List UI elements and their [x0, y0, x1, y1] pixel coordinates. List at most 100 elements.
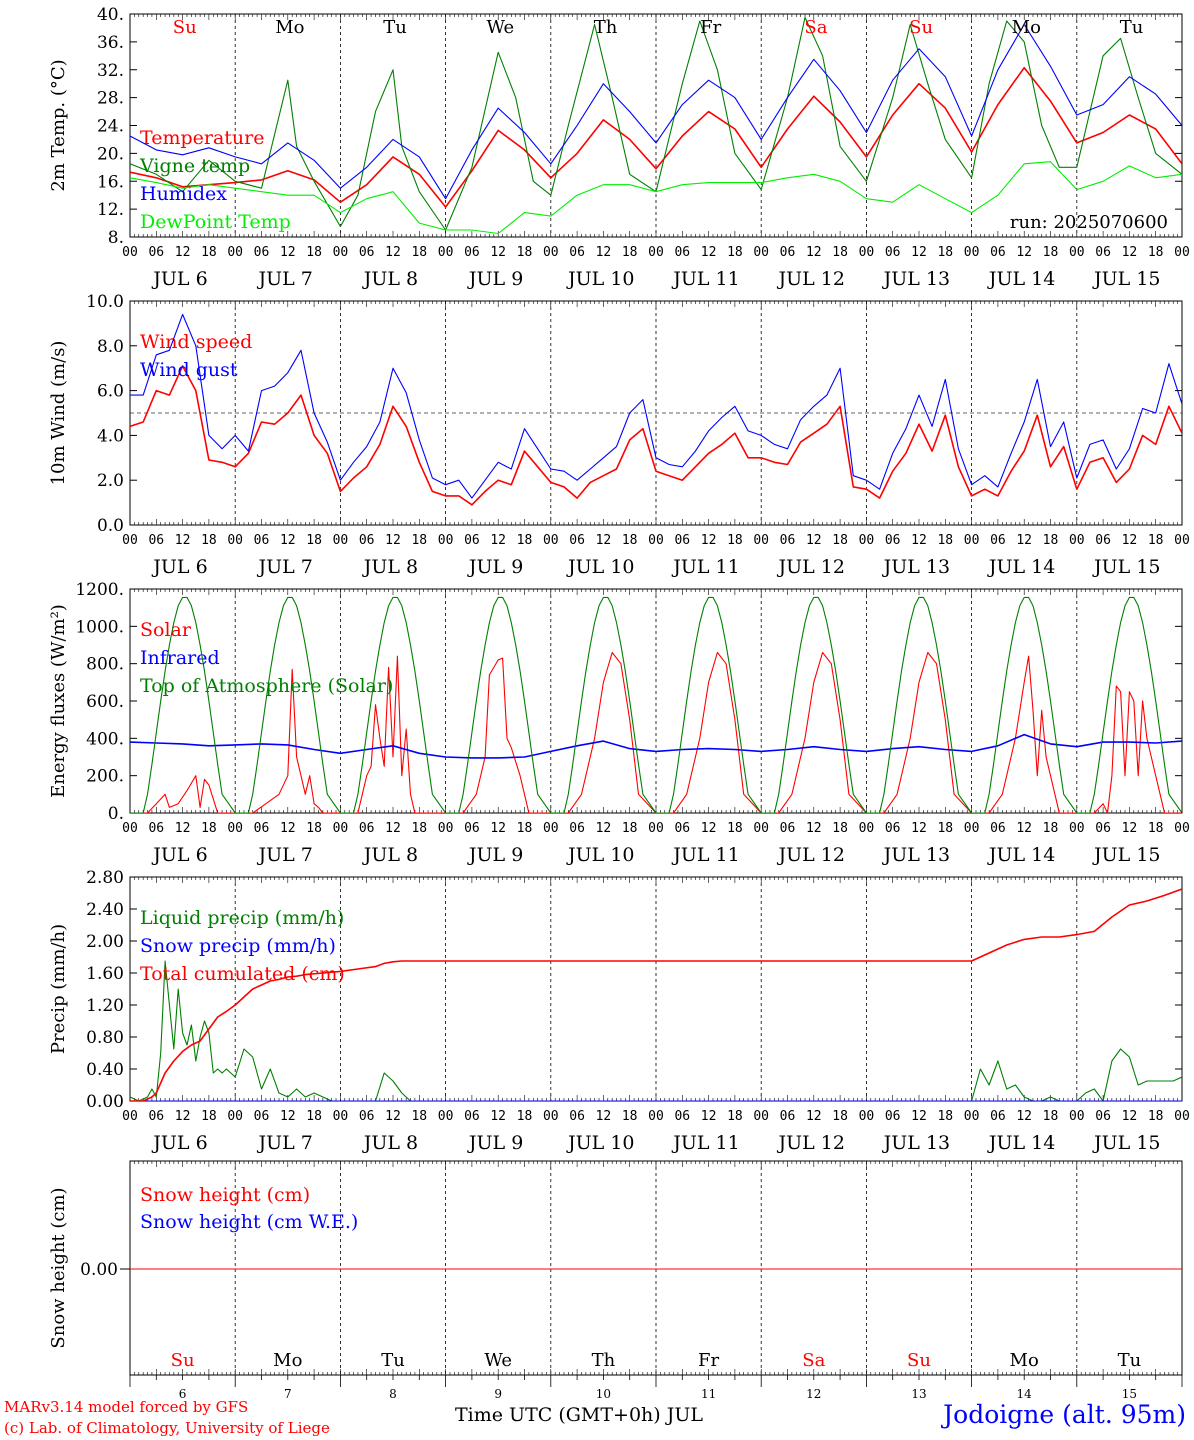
hour-tick-label: 12 [1016, 533, 1032, 548]
hour-tick-label: 06 [780, 821, 796, 836]
date-label: JUL 6 [151, 556, 207, 578]
weekday-label-top: Fr [700, 17, 721, 38]
hour-tick-label: 18 [201, 533, 217, 548]
hour-tick-label: 06 [254, 821, 270, 836]
ytick-label: 16. [97, 172, 124, 192]
hour-tick-label: 12 [701, 1109, 717, 1124]
hour-tick-label: 18 [937, 245, 953, 260]
hour-tick-label: 12 [385, 245, 401, 260]
model-credit: MARv3.14 model forced by GFS [4, 1398, 249, 1416]
hour-tick-label: 00 [227, 1109, 243, 1124]
hour-tick-label: 12 [280, 821, 296, 836]
hour-tick-label: 12 [385, 1109, 401, 1124]
ytick-label: 6.0 [97, 382, 124, 402]
day-number-label: 15 [1122, 1387, 1137, 1401]
series-line-wind-gust [130, 313, 1182, 499]
hour-tick-label: 12 [1016, 1109, 1032, 1124]
hour-tick-label: 00 [543, 533, 559, 548]
hour-tick-label: 12 [911, 1109, 927, 1124]
hour-tick-label: 00 [227, 533, 243, 548]
hour-tick-label: 18 [1043, 821, 1059, 836]
hour-tick-label: 06 [674, 245, 690, 260]
series-line-dewpoint-temp [130, 161, 1182, 235]
hour-tick-label: 12 [490, 533, 506, 548]
weekday-label-bottom: Su [907, 1350, 931, 1371]
date-label: JUL 14 [987, 268, 1055, 290]
date-label: JUL 11 [671, 1132, 739, 1154]
hour-tick-label: 00 [227, 821, 243, 836]
date-label: JUL 10 [566, 1132, 634, 1154]
hour-tick-label: 00 [333, 245, 349, 260]
series-line-solar [130, 651, 1182, 813]
hour-tick-label: 12 [385, 821, 401, 836]
weekday-label-top: Mo [275, 17, 304, 38]
hour-tick-label: 12 [701, 821, 717, 836]
date-label: JUL 6 [151, 1132, 207, 1154]
hour-tick-label: 18 [832, 245, 848, 260]
weekday-label-bottom: Th [592, 1350, 616, 1371]
hour-tick-label: 06 [359, 245, 375, 260]
weekday-label-bottom: Mo [1010, 1350, 1039, 1371]
date-label: JUL 14 [987, 1132, 1055, 1154]
hour-tick-label: 00 [753, 821, 769, 836]
hour-tick-label: 06 [674, 821, 690, 836]
hour-tick-label: 00 [122, 245, 138, 260]
hour-tick-label: 18 [622, 533, 638, 548]
day-number-label: 7 [284, 1387, 292, 1401]
hour-tick-label: 00 [648, 533, 664, 548]
hour-tick-label: 12 [701, 245, 717, 260]
hour-tick-label: 18 [517, 821, 533, 836]
hour-tick-label: 12 [490, 1109, 506, 1124]
hour-tick-label: 18 [1148, 533, 1164, 548]
hour-tick-label: 06 [148, 533, 164, 548]
ytick-label: 8. [108, 228, 124, 248]
hour-tick-label: 00 [1174, 245, 1190, 260]
hour-tick-label: 12 [1122, 533, 1138, 548]
day-number-label: 11 [701, 1387, 716, 1401]
hour-tick-label: 00 [753, 245, 769, 260]
hour-tick-label: 18 [517, 245, 533, 260]
hour-tick-label: 12 [911, 533, 927, 548]
weekday-label-top: Mo [1012, 17, 1041, 38]
weekday-label-bottom: Sa [802, 1350, 825, 1371]
date-label: JUL 10 [566, 268, 634, 290]
date-label: JUL 15 [1092, 268, 1160, 290]
hour-tick-label: 06 [990, 245, 1006, 260]
hour-tick-label: 06 [464, 821, 480, 836]
hour-tick-label: 00 [438, 245, 454, 260]
hour-tick-label: 00 [1174, 821, 1190, 836]
hour-tick-label: 12 [596, 1109, 612, 1124]
day-number-label: 10 [596, 1387, 611, 1401]
date-label: JUL 7 [257, 1132, 313, 1154]
hour-tick-label: 00 [648, 1109, 664, 1124]
hour-tick-label: 06 [990, 821, 1006, 836]
hour-tick-label: 06 [254, 1109, 270, 1124]
day-number-label: 8 [389, 1387, 397, 1401]
panel-1: 8. 12. 16. 20. 24. 28. 32. 36. 40. 2m Temp. (°C) T… [48, 5, 1190, 290]
hour-tick-label: 18 [306, 533, 322, 548]
weekday-label-bottom: Tu [381, 1350, 405, 1371]
weekday-label-bottom: We [484, 1350, 512, 1371]
hour-tick-label: 00 [1174, 533, 1190, 548]
hour-tick-label: 00 [753, 1109, 769, 1124]
hour-tick-label: 00 [122, 533, 138, 548]
hour-tick-label: 00 [438, 533, 454, 548]
hour-tick-label: 00 [122, 1109, 138, 1124]
hour-tick-label: 12 [1122, 245, 1138, 260]
hour-tick-label: 12 [596, 245, 612, 260]
series-line-total-cumulated-cm- [130, 888, 1182, 1101]
y-axis-title: Snow height (cm) [48, 1187, 69, 1348]
date-label: JUL 7 [257, 268, 313, 290]
hour-tick-label: 12 [806, 533, 822, 548]
day-number-label: 13 [911, 1387, 926, 1401]
hour-tick-label: 00 [859, 1109, 875, 1124]
panel-3: 0. 200. 400. 600. 800. 1000. 1200. Energy fluxe… [48, 580, 1190, 866]
legend-entry: Vigne temp [139, 155, 250, 177]
hour-tick-label: 12 [385, 533, 401, 548]
weekday-label-bottom: Tu [1118, 1350, 1142, 1371]
hour-tick-label: 00 [1069, 1109, 1085, 1124]
hour-tick-label: 00 [1069, 821, 1085, 836]
y-axis-title: Energy fluxes (W/m²) [48, 604, 69, 798]
panel-5: 0.00 Snow height (cm) Snow height (cm) Snow… [48, 1160, 1183, 1376]
hour-tick-label: 00 [753, 533, 769, 548]
